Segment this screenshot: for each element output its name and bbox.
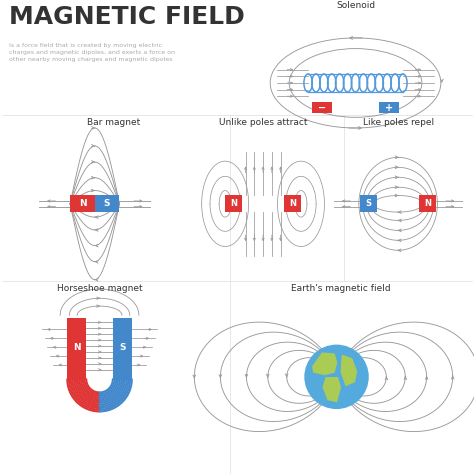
Text: N: N xyxy=(289,200,296,208)
Bar xyxy=(113,374,132,380)
Bar xyxy=(312,102,332,113)
Text: Bar magnet: Bar magnet xyxy=(87,118,140,128)
Text: S: S xyxy=(104,200,110,208)
Polygon shape xyxy=(341,356,356,385)
Text: N: N xyxy=(79,200,86,208)
Bar xyxy=(113,318,132,377)
Text: Solenoid: Solenoid xyxy=(336,1,375,10)
Text: S: S xyxy=(119,343,126,352)
Text: Is a force field that is created by moving electric
charges and magnetic dipoles: Is a force field that is created by movi… xyxy=(9,43,175,62)
Bar xyxy=(225,195,242,212)
Bar xyxy=(379,102,399,113)
Text: N: N xyxy=(73,343,81,352)
Text: −: − xyxy=(318,102,327,113)
Text: +: + xyxy=(384,102,393,113)
Text: MAGNETIC FIELD: MAGNETIC FIELD xyxy=(9,5,245,29)
Bar xyxy=(360,195,377,212)
Bar xyxy=(67,318,86,377)
Text: Unlike poles attract: Unlike poles attract xyxy=(219,118,307,128)
Text: N: N xyxy=(230,200,237,208)
Text: Like poles repel: Like poles repel xyxy=(363,118,434,128)
Circle shape xyxy=(304,345,369,409)
Bar xyxy=(95,195,119,212)
Text: Earth's magnetic field: Earth's magnetic field xyxy=(292,284,391,293)
Text: Horseshoe magnet: Horseshoe magnet xyxy=(57,284,142,293)
Bar xyxy=(67,374,86,380)
Polygon shape xyxy=(313,353,337,374)
Text: N: N xyxy=(424,200,431,208)
Bar xyxy=(419,195,436,212)
Bar xyxy=(70,195,95,212)
Bar xyxy=(284,195,301,212)
Polygon shape xyxy=(323,378,340,401)
Text: S: S xyxy=(365,200,372,208)
